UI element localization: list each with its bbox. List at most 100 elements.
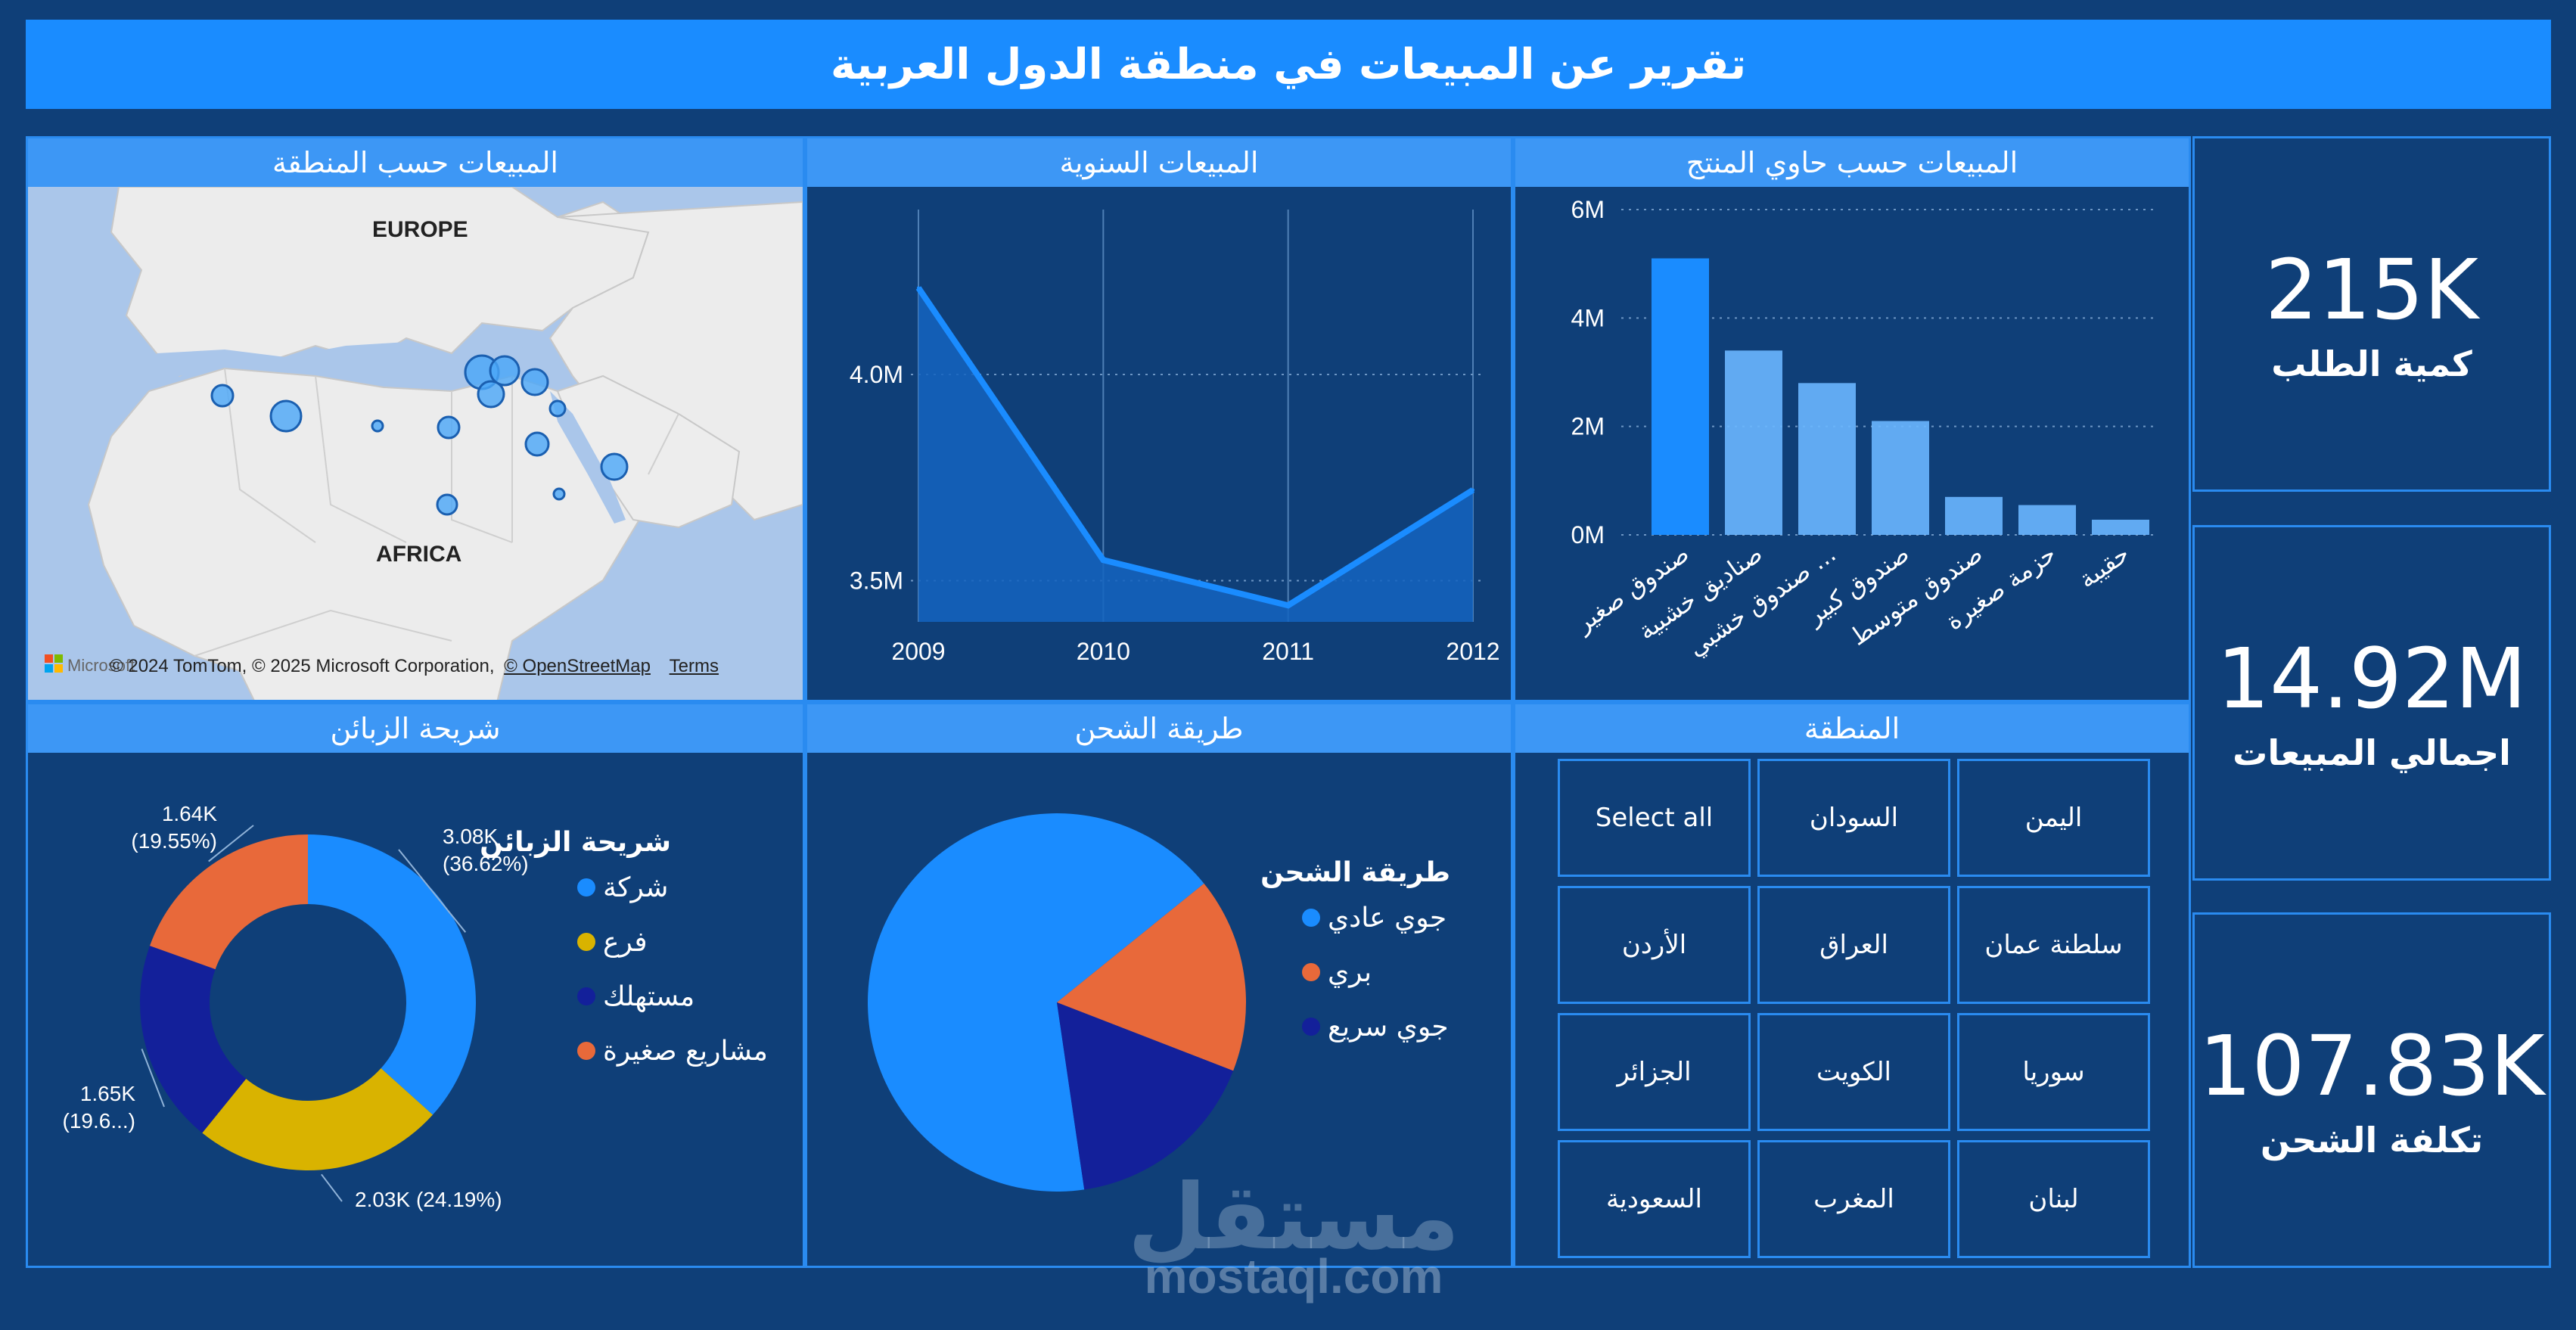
legend-item: فرع: [603, 927, 648, 958]
kpi-quantity-value: 215K: [2264, 241, 2479, 338]
map-label-europe: EUROPE: [372, 217, 468, 242]
map-bubble[interactable]: [269, 399, 303, 433]
x-tick-label: 2012: [1446, 638, 1499, 665]
legend-marker: [577, 878, 595, 897]
x-tick-label: 2011: [1262, 638, 1314, 665]
leader-line: [208, 825, 254, 862]
container-sales-panel: المبيعات حسب حاوي المنتج 0M 2M 4M 6M صندوق ص…: [1513, 136, 2191, 702]
map-bubble[interactable]: [548, 399, 567, 418]
donut-slice: [150, 834, 308, 970]
segment-donut-chart[interactable]: 3.08K (36.62%) 2.03K (24.19%) 1.65K (19.6...…: [28, 753, 803, 1267]
donut-slice: [308, 834, 477, 1115]
map-bubble[interactable]: [552, 487, 566, 501]
data-point: [1286, 604, 1290, 608]
data-label: (19.6...): [63, 1109, 135, 1133]
map-svg: EUROPE AFRICA: [28, 187, 803, 700]
legend-marker: [577, 987, 595, 1005]
region-slicer-item[interactable]: العراق: [1757, 886, 1950, 1004]
kpi-shipping-cost-card: 107.83K تكلفة الشحن: [2192, 912, 2551, 1268]
region-slicer-item[interactable]: سلطنة عمان: [1957, 886, 2150, 1004]
donut-slice: [140, 946, 247, 1133]
region-slicer-item[interactable]: السعودية: [1558, 1140, 1751, 1258]
data-label: 1.64K: [162, 802, 217, 825]
terms-link[interactable]: Terms: [669, 656, 719, 676]
legend-item: جوي سريع: [1328, 1011, 1449, 1043]
legend-marker: [1302, 963, 1320, 981]
map-bubble[interactable]: [489, 355, 520, 387]
x-tick-label: حقيبة: [2073, 539, 2134, 594]
region-slicer-item[interactable]: سوريا: [1957, 1013, 2150, 1131]
bar: [1725, 350, 1782, 535]
region-slicer-item[interactable]: Select all: [1558, 759, 1751, 877]
map-visual[interactable]: EUROPE AFRICA: [28, 187, 803, 700]
map-bubble[interactable]: [524, 431, 550, 457]
region-slicer-item[interactable]: الأردن: [1558, 886, 1751, 1004]
openstreetmap-link[interactable]: © OpenStreetMap: [504, 656, 651, 676]
region-slicer-item[interactable]: الكويت: [1757, 1013, 1950, 1131]
leader-line: [398, 849, 467, 933]
data-label: (19.55%): [131, 829, 217, 853]
map-bubble[interactable]: [210, 384, 235, 408]
map-bubble[interactable]: [477, 380, 505, 409]
y-tick-label: 6M: [1571, 196, 1605, 223]
map-bubble[interactable]: [520, 368, 549, 396]
bar: [2092, 519, 2149, 535]
kpi-shipping-cost-label: تكلفة الشحن: [2260, 1119, 2484, 1161]
bar: [2018, 505, 2076, 535]
map-title: المبيعات حسب المنطقة: [28, 138, 803, 187]
microsoft-logo-text: Microsoft: [67, 656, 135, 675]
y-tick-label: 2M: [1571, 413, 1605, 440]
legend-item: جوي عادي: [1328, 903, 1446, 934]
region-slicer-title: المنطقة: [1515, 704, 2189, 753]
region-slicer-panel: المنطقة اليمن السودان Select all سلطنة عمان…: [1513, 702, 2191, 1268]
leader-line: [321, 1173, 343, 1202]
region-slicer-item[interactable]: لبنان: [1957, 1140, 2150, 1258]
y-tick-label: 4M: [1571, 304, 1605, 331]
y-tick-label: 4.0M: [850, 361, 903, 388]
region-slicer-item[interactable]: اليمن: [1957, 759, 2150, 877]
kpi-quantity-card: 215K كمية الطلب: [2192, 136, 2551, 492]
bar: [1798, 383, 1856, 535]
kpi-sales-label: اجمالي المبيعات: [2233, 732, 2511, 773]
y-tick-label: 3.5M: [850, 567, 903, 595]
legend-item: شركة: [603, 872, 668, 903]
report-title: تقرير عن المبيعات في منطقة الدول العربية: [26, 20, 2551, 109]
region-slicer: اليمن السودان Select all سلطنة عمان العراق ال…: [1558, 759, 2155, 1266]
x-tick-label: 2010: [1077, 638, 1130, 665]
segment-panel: شريحة الزبائن 3.08K (36.62%) 2.03K (24.19%…: [26, 702, 805, 1268]
region-slicer-item[interactable]: الجزائر: [1558, 1013, 1751, 1131]
watermark-text: mostaql.com: [1144, 1249, 1443, 1304]
data-label: (36.62%): [443, 852, 529, 875]
data-point: [1471, 488, 1474, 492]
y-tick-label: 0M: [1571, 521, 1605, 548]
data-label: 3.08K: [443, 825, 498, 848]
legend-title: شريحة الزبائن: [480, 827, 671, 858]
bar: [1652, 258, 1709, 535]
region-slicer-item[interactable]: السودان: [1757, 759, 1950, 877]
kpi-sales-value: 14.92M: [2217, 629, 2527, 727]
microsoft-logo-icon: [45, 654, 63, 673]
map-attribution: © 2024 TomTom, © 2025 Microsoft Corporat…: [110, 656, 719, 677]
shipping-title: طريقة الشحن: [807, 704, 1511, 753]
region-slicer-item[interactable]: المغرب: [1757, 1140, 1950, 1258]
shipping-pie-chart[interactable]: طريقة الشحن جوي عادي بري جوي سريع: [807, 753, 1511, 1267]
map-panel: المبيعات حسب المنطقة: [26, 136, 805, 702]
map-bubble[interactable]: [371, 419, 384, 433]
pie-slice: [1057, 883, 1246, 1071]
legend-marker: [1302, 1018, 1320, 1036]
segment-title: شريحة الزبائن: [28, 704, 803, 753]
data-point: [1102, 558, 1105, 562]
shipping-panel: طريقة الشحن طريقة الشحن جوي عادي بري جوي سر…: [805, 702, 1513, 1268]
map-bubble[interactable]: [437, 415, 461, 440]
legend-item: مستهلك: [603, 981, 694, 1012]
map-bubble[interactable]: [600, 452, 629, 481]
map-label-africa: AFRICA: [376, 542, 461, 567]
legend-item: بري: [1328, 957, 1372, 988]
container-sales-title: المبيعات حسب حاوي المنتج: [1515, 138, 2189, 187]
area-fill: [918, 287, 1473, 622]
legend-marker: [577, 1042, 595, 1060]
legend-marker: [1302, 909, 1320, 927]
yearly-sales-chart[interactable]: 3.5M 4.0M 2009 2010 2011 2012: [807, 187, 1511, 701]
map-bubble[interactable]: [436, 493, 458, 516]
